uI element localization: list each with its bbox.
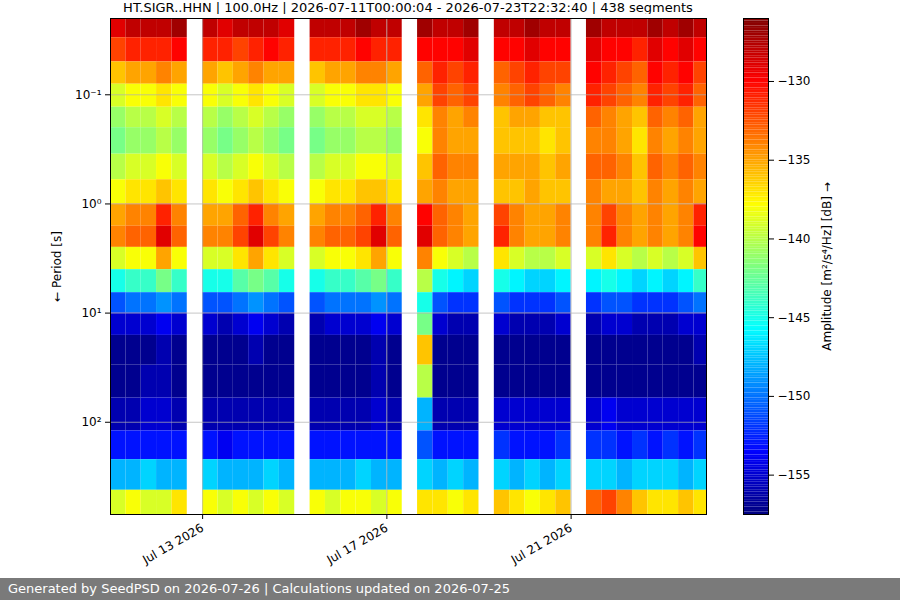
svg-text:10⁻¹: 10⁻¹	[75, 88, 102, 102]
svg-text:Amplitude [m²/s⁴/Hz] [dB] →: Amplitude [m²/s⁴/Hz] [dB] →	[820, 182, 834, 351]
svg-text:−155: −155	[778, 468, 811, 482]
svg-text:−150: −150	[778, 389, 811, 403]
html-text:HT.SIGR..HHN | 100.0Hz | 2026-: HT.SIGR..HHN | 100.0Hz | 2026-07-11T00:0…	[123, 0, 693, 15]
svg-text:−130: −130	[778, 74, 811, 88]
svg-text:Jul 21 2026: Jul 21 2026	[508, 521, 575, 568]
svg-text:10²: 10²	[81, 415, 101, 429]
svg-text:Jul 13 2026: Jul 13 2026	[139, 521, 206, 568]
svg-text:−135: −135	[778, 153, 811, 167]
svg-text:−140: −140	[778, 232, 811, 246]
svg-text:10⁰: 10⁰	[81, 197, 101, 211]
html-text:Generated by SeedPSD on 2026-0: Generated by SeedPSD on 2026-07-26 | Cal…	[8, 581, 510, 596]
svg-text:Jul 17 2026: Jul 17 2026	[324, 521, 391, 568]
svg-text:10¹: 10¹	[81, 306, 101, 320]
svg-text:← Period [s]: ← Period [s]	[50, 231, 64, 302]
svg-text:−145: −145	[778, 311, 811, 325]
